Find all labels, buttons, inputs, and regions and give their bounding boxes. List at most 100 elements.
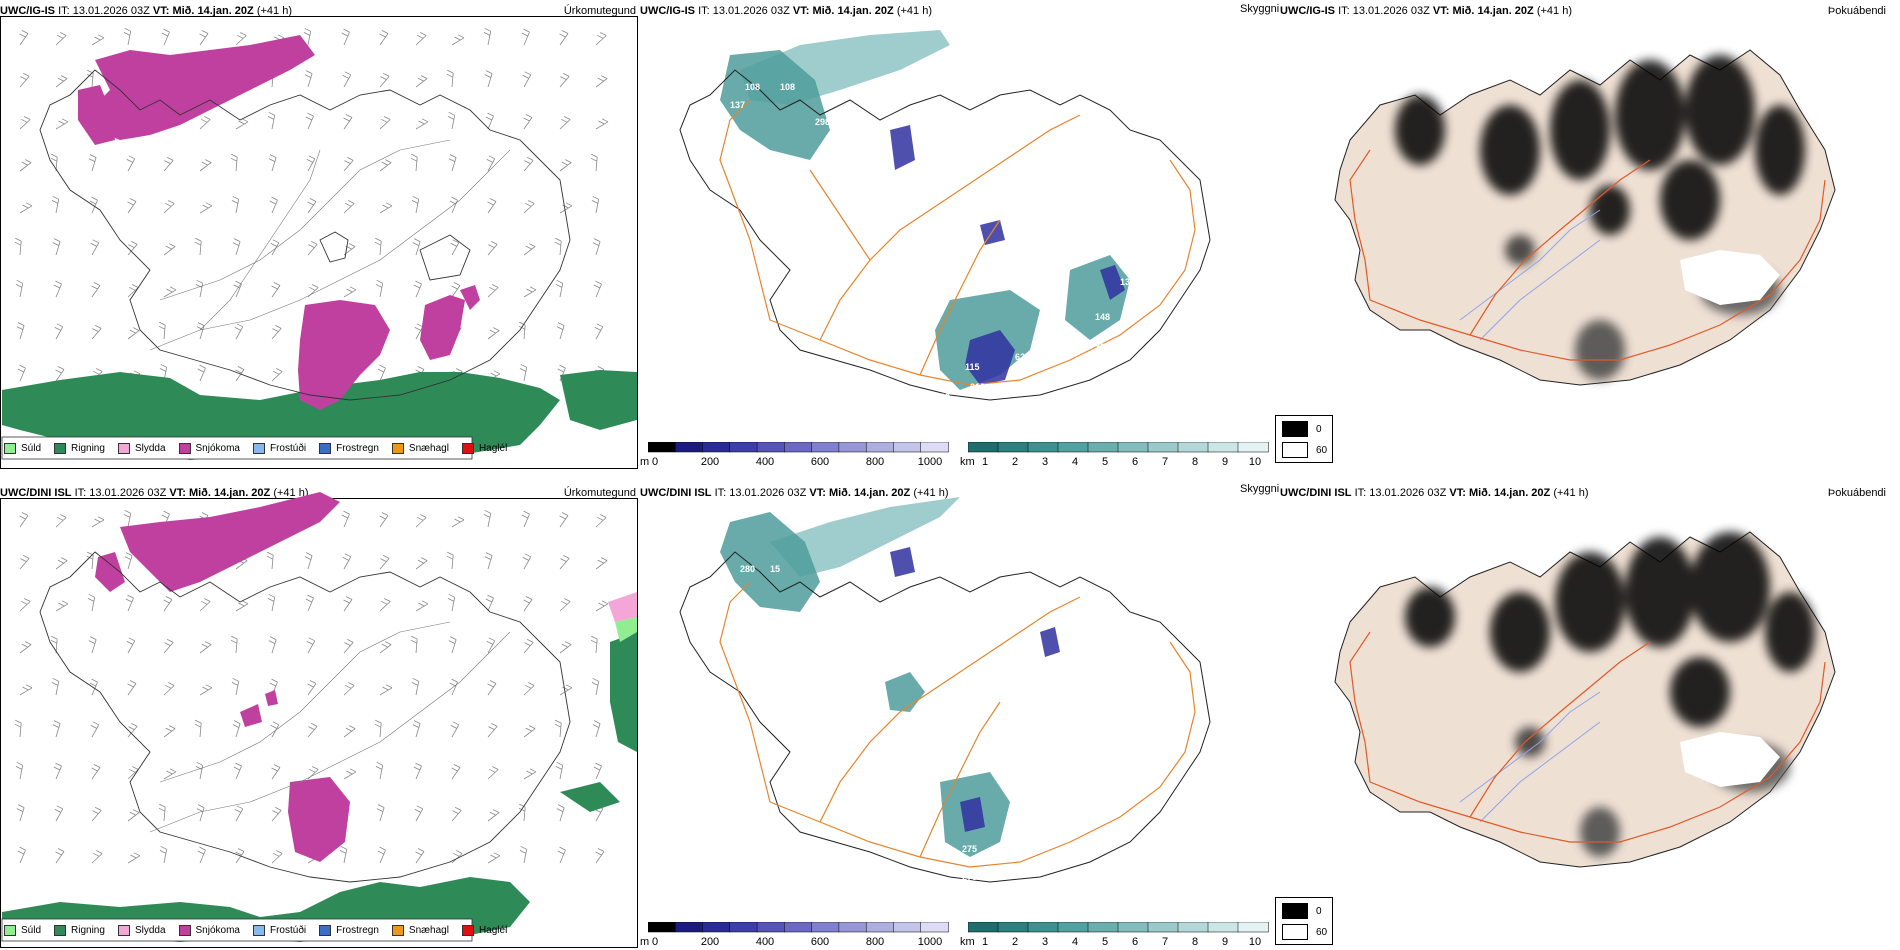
colorbar-cell xyxy=(1177,442,1209,453)
it-label: IT: xyxy=(1354,487,1367,499)
vt-label: VT: xyxy=(1449,487,1466,499)
colorbar-tick: 8 xyxy=(1191,936,1199,948)
wind-barb xyxy=(379,73,390,88)
fog-scale-bottom-value: 60 xyxy=(1316,444,1328,456)
wind-barb xyxy=(158,803,166,822)
it-label: IT: xyxy=(74,487,87,499)
wind-barb xyxy=(306,637,316,654)
wind-barb xyxy=(268,154,277,172)
wind-barb xyxy=(448,154,457,172)
wind-barb xyxy=(55,514,67,528)
wind-barb xyxy=(19,202,33,214)
it-value: 13.01.2026 03Z xyxy=(712,5,790,17)
snow-area-nw xyxy=(120,492,340,592)
wind-barb xyxy=(55,600,69,612)
it-value: 13.01.2026 03Z xyxy=(1352,5,1430,17)
rain-area-sea xyxy=(560,782,620,812)
visibility-label: 40 xyxy=(880,152,890,162)
colorbar-tick: 7 xyxy=(1161,456,1169,468)
wind-barb xyxy=(53,762,62,780)
wind-barb xyxy=(123,509,132,528)
colorbar-cell xyxy=(1027,442,1059,453)
wind-barb xyxy=(197,846,206,864)
wind-barb xyxy=(343,286,357,298)
roads xyxy=(719,581,1196,868)
wind-barb xyxy=(19,555,30,570)
wind-barb xyxy=(127,327,140,340)
visibility-label: 278 xyxy=(962,872,977,882)
wind-barb xyxy=(127,766,139,780)
legend-label: Súld xyxy=(21,442,42,454)
wind-barb xyxy=(270,239,280,256)
wind-barb xyxy=(487,284,499,298)
colorbar-cell xyxy=(784,922,813,933)
fog-scale-black xyxy=(1282,903,1308,919)
wind-barb xyxy=(196,804,205,822)
wind-barb xyxy=(194,719,202,738)
legend-label: Snæhagl xyxy=(408,442,449,454)
visibility-labels: 280 15 139 380 240 542 0 127 275 278 xyxy=(735,564,977,882)
wind-barb xyxy=(232,720,241,738)
fog-panel-top: UWC/IG-IS IT: 13.01.2026 03Z VT: Mið. 14… xyxy=(1280,0,1900,470)
legend-swatch xyxy=(54,924,67,936)
height-colorbar-strip xyxy=(648,922,949,933)
wind-barb xyxy=(487,809,500,822)
wind-barb xyxy=(199,202,213,214)
fog-scale-bottom-value: 60 xyxy=(1316,926,1328,938)
wind-barb xyxy=(17,846,26,864)
colorbar-cell xyxy=(1087,922,1119,933)
legend-swatch xyxy=(252,924,265,936)
legend-item: Snjókoma xyxy=(178,442,240,454)
precip-type-panel-top: UWC/IG-IS IT: 13.01.2026 03Z VT: Mið. 14… xyxy=(0,0,640,470)
wind-barb xyxy=(232,238,241,256)
wind-barb xyxy=(87,593,96,612)
wind-barb xyxy=(127,198,137,214)
white-patch xyxy=(1680,250,1780,305)
wind-barb xyxy=(269,196,278,214)
wind-barb xyxy=(590,153,598,172)
wind-barb xyxy=(123,27,132,46)
wind-barb xyxy=(450,239,460,256)
legend-item: Rigning xyxy=(54,924,105,936)
colorbar-tick: 1000 xyxy=(917,456,943,468)
visibility-label: 108 xyxy=(745,82,760,92)
wind-barb xyxy=(233,762,242,780)
panel-header: UWC/IG-IS IT: 13.01.2026 03Z VT: Mið. 14… xyxy=(0,5,292,18)
wind-barb xyxy=(268,636,277,654)
height-unit: m xyxy=(640,456,650,468)
visibility-label: 479 xyxy=(840,117,855,127)
legend-item: Snæhagl xyxy=(391,442,449,454)
wind-barb xyxy=(231,677,240,696)
field-name: Þokuábendi xyxy=(1827,5,1886,17)
legend-swatch xyxy=(252,442,265,454)
visibility-label: 298 xyxy=(815,117,830,127)
fog-scale-top: 0 60 xyxy=(1275,415,1333,463)
legend-swatch xyxy=(54,442,67,454)
panel-header: UWC/DINI ISL IT: 13.01.2026 03Z VT: Mið.… xyxy=(1280,487,1589,500)
colorbar-tick: 1000 xyxy=(917,936,943,948)
wind-barb xyxy=(374,237,382,256)
distance-colorbar-strip xyxy=(968,442,1269,453)
fog-shading xyxy=(1405,532,1815,857)
visibility-label: 6 xyxy=(825,217,830,227)
wind-barb xyxy=(126,155,136,172)
wind-barb xyxy=(271,764,281,780)
colorbar-tick: 600 xyxy=(810,936,830,948)
legend-item: Frostúði xyxy=(252,442,306,454)
visibility-label: 15 xyxy=(770,564,780,574)
colorbar-cell xyxy=(648,922,677,933)
wind-barb xyxy=(125,594,134,612)
precip-type-legend: Súld Rigning Slydda Snjókoma Frostúði Frostre… xyxy=(4,919,520,941)
wind-barb xyxy=(595,848,605,864)
colorbar-cell xyxy=(1237,922,1269,933)
roads xyxy=(1349,631,1826,843)
legend-item: Rigning xyxy=(54,442,105,454)
wind-barb xyxy=(413,280,422,298)
colorbar-cell xyxy=(920,442,949,453)
legend-swatch xyxy=(178,442,191,454)
wind-barb xyxy=(51,677,60,696)
wind-barb xyxy=(127,241,138,256)
roads xyxy=(149,139,511,351)
wind-barb xyxy=(91,850,103,864)
